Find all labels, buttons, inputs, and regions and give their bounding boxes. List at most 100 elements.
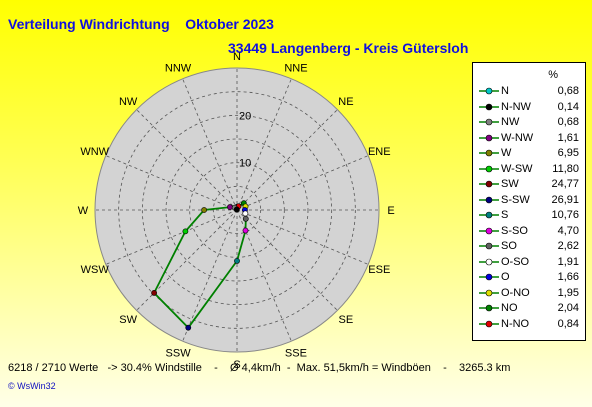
legend-value: 1,66 [557,271,579,283]
legend-label: W-NW [501,131,534,144]
legend-label: W-SW [501,162,533,175]
direction-label-wnw: WNW [80,146,109,158]
legend-value: 10,76 [551,209,579,221]
direction-label-nw: NW [119,96,138,108]
legend-item: N-NO 0,84 [473,318,585,332]
legend-label: W [501,147,512,159]
legend-label: SW [501,178,519,190]
footer-stats: 6218 / 2710 Werte -> 30.4% Windstille - … [8,362,511,374]
legend-marker [479,273,499,281]
grid-ring [141,114,333,306]
legend-value: 0,14 [557,100,579,113]
legend-marker [479,227,499,234]
legend-item: O-NO 1,95 [473,287,585,301]
legend-value: 2,04 [557,302,579,314]
legend-marker [479,103,499,110]
legend-marker [479,196,499,203]
legend-label: N-NW [501,100,531,113]
legend-value: 0,68 [557,85,579,97]
legend-marker [479,242,499,250]
data-point-s [234,258,240,264]
legend-item: NW 0,68 [473,116,585,130]
legend-item: W-NW 1,61 [473,132,585,146]
legend-item: NO 2,04 [473,302,585,316]
legend-label: NW [501,116,520,128]
legend-value: 24,77 [551,178,579,190]
legend-item: S-SW 26,91 [473,194,585,208]
legend-value: 1,95 [557,286,579,299]
legend-header: % [548,69,558,81]
legend-value: 4,70 [557,224,579,237]
legend-value: 0,84 [557,317,579,330]
direction-label-sw: SW [119,314,137,326]
direction-label-n: N [233,51,241,63]
legend-marker [479,289,499,296]
data-point-ese [242,210,249,217]
direction-label-wsw: WSW [81,264,110,276]
radial-tick-label: 10 [239,158,251,170]
legend-item: W-SW 11,80 [473,163,585,177]
data-point-w [201,207,208,213]
legend-label: SO [501,240,517,252]
legend-marker [479,165,499,172]
legend-label: S-SO [501,224,528,237]
direction-label-s: S [233,359,240,371]
legend-label: S-SW [501,193,530,206]
legend: % N 0,68 N-NW 0,14 NW 0,68 W-NW 1,61 W 6,95 W-SW 11… [472,62,586,341]
legend-item: O 1,66 [473,271,585,285]
chart-title: Verteilung Windrichtung Oktober 2023 [8,16,274,32]
direction-label-e: E [387,205,394,217]
legend-marker [479,304,499,312]
legend-value: 6,95 [557,147,579,159]
data-point-ssw [185,324,192,331]
legend-item: S 10,76 [473,209,585,223]
legend-item: N-NW 0,14 [473,101,585,115]
legend-label: NO [501,302,518,314]
legend-marker [479,180,499,188]
direction-label-se: SE [339,314,354,326]
legend-value: 2,62 [557,240,579,252]
legend-marker [479,134,499,141]
data-point-se [242,215,249,222]
grid-ring [165,138,309,282]
legend-item: SO 2,62 [473,240,585,254]
data-point-sse [242,227,249,234]
legend-item: SW 24,77 [473,178,585,192]
legend-label: N [501,85,509,97]
chart-subtitle: 33449 Langenberg - Kreis Gütersloh [228,40,469,56]
legend-value: 1,61 [557,131,579,144]
legend-item: W 6,95 [473,147,585,161]
legend-marker [479,320,499,327]
legend-label: N-NO [501,317,530,330]
legend-label: O-SO [501,255,530,268]
legend-label: O [501,271,510,283]
data-point-sw [151,290,157,296]
radial-tick-label: 20 [239,110,251,122]
legend-value: 26,91 [551,193,579,206]
direction-label-nne: NNE [284,63,307,75]
grid-ring [212,185,262,235]
legend-marker [479,87,499,95]
legend-value: 1,91 [557,255,579,268]
direction-label-w: W [78,205,89,217]
direction-label-ne: NE [338,96,353,108]
direction-label-sse: SSE [285,347,307,359]
direction-label-nnw: NNW [165,63,192,75]
data-point-wsw [182,228,189,235]
legend-marker [479,118,499,126]
legend-marker [479,258,499,265]
software-credit: © WsWin32 [8,381,56,391]
legend-marker [479,211,499,219]
data-point-nnw [233,206,240,213]
legend-value: 0,68 [557,116,579,128]
legend-item: S-SO 4,70 [473,225,585,239]
legend-label: O-NO [501,286,530,299]
legend-value: 11,80 [552,162,579,175]
legend-item: O-SO 1,91 [473,256,585,270]
direction-label-ssw: SSW [166,347,192,359]
legend-item: N 0,68 [473,85,585,99]
direction-label-ese: ESE [368,264,390,276]
grid-ring [189,162,285,258]
legend-label: S [501,209,509,221]
